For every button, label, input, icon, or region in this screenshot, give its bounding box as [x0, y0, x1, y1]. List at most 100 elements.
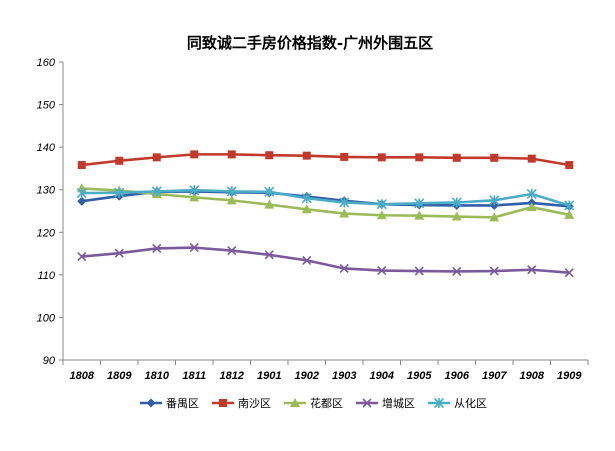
legend-label: 增城区 [382, 396, 415, 410]
y-tick-label: 130 [37, 185, 56, 197]
data-point [414, 198, 425, 209]
data-point [415, 153, 424, 162]
data-point [490, 153, 499, 162]
x-tick-label: 1909 [557, 370, 582, 382]
series-line [81, 246, 570, 275]
data-point [414, 210, 425, 220]
legend-marker [433, 397, 445, 409]
data-point [489, 266, 499, 276]
data-point [189, 185, 200, 196]
series-line [81, 153, 570, 167]
legend-label: 南沙区 [238, 397, 271, 410]
axes: 90 100 110 120 130 140 150 160 1808 1809 1810 1811 1… [37, 57, 589, 382]
data-point [452, 153, 461, 162]
data-point [339, 263, 349, 274]
data-point [527, 154, 536, 163]
data-point [414, 266, 424, 276]
x-tick-label: 1906 [445, 370, 470, 382]
data-point [376, 199, 387, 210]
data-point [339, 197, 350, 208]
legend-item: 从化区 [428, 396, 487, 410]
data-point [77, 251, 87, 262]
legend-marker [290, 398, 300, 407]
y-tick-label: 110 [37, 270, 55, 282]
data-point [564, 200, 575, 211]
x-tick-label: 1809 [107, 370, 132, 382]
data-point [339, 208, 350, 218]
y-tick-label: 140 [37, 142, 56, 154]
data-point [377, 266, 387, 276]
legend-marker [146, 398, 156, 408]
series-line [81, 187, 570, 219]
data-point [115, 156, 124, 165]
data-point [376, 210, 387, 220]
data-point [302, 255, 312, 265]
x-tick-label: 1902 [295, 370, 319, 382]
data-point [340, 152, 349, 161]
data-point [226, 195, 237, 205]
data-point [152, 243, 162, 254]
data-point [565, 161, 574, 170]
chart-title: 同致诚二手房价格指数-广州外围五区 [187, 34, 433, 52]
data-point [189, 243, 199, 253]
data-point [564, 209, 575, 219]
data-point [451, 211, 462, 221]
y-tick-label: 150 [37, 100, 56, 112]
legend-marker [362, 398, 372, 408]
y-tick-label: 90 [43, 355, 56, 367]
x-tick-label: 1811 [182, 370, 206, 382]
data-point [152, 153, 161, 162]
data-point [190, 150, 199, 159]
x-tick-label: 1812 [220, 370, 244, 382]
data-point [526, 188, 537, 200]
legend-marker [219, 399, 227, 407]
y-tick-label: 120 [37, 227, 56, 239]
y-tick-label: 160 [37, 57, 56, 69]
x-tick-label: 1903 [332, 370, 356, 382]
series-2 [77, 150, 574, 170]
data-point [527, 265, 537, 275]
data-point [302, 151, 311, 160]
x-tick-label: 1810 [145, 370, 170, 382]
data-point [189, 192, 200, 202]
series-4 [77, 243, 574, 278]
legend-item: 南沙区 [212, 397, 271, 410]
legend-item: 番禺区 [140, 397, 199, 410]
data-point [489, 212, 500, 222]
data-point [77, 196, 87, 206]
data-point [526, 202, 537, 212]
data-point [114, 248, 124, 258]
series-line [81, 188, 570, 207]
data-point [265, 151, 274, 160]
x-tick-label: 1907 [482, 370, 507, 382]
data-point [114, 187, 125, 198]
legend-label: 花都区 [310, 397, 343, 410]
legend-label: 从化区 [454, 396, 487, 410]
data-point [451, 197, 462, 208]
data-point [301, 204, 312, 214]
series-3 [76, 183, 575, 222]
series-5 [76, 185, 575, 211]
data-point [151, 186, 162, 197]
x-tick-label: 1901 [257, 370, 281, 382]
series-layer [76, 150, 575, 278]
data-point [564, 268, 574, 278]
data-point [77, 161, 86, 170]
data-point [227, 150, 236, 159]
data-point [301, 193, 312, 204]
data-point [226, 186, 237, 197]
data-point [489, 195, 500, 206]
data-point [227, 246, 237, 256]
legend-item: 花都区 [284, 397, 343, 410]
y-tick-label: 100 [37, 312, 56, 324]
data-point [264, 199, 275, 209]
data-point [76, 188, 87, 199]
data-point [377, 153, 386, 162]
x-tick-label: 1908 [520, 370, 545, 382]
data-point [264, 186, 275, 197]
x-tick-label: 1808 [70, 370, 95, 382]
data-point [264, 250, 274, 260]
legend: 番禺区 南沙区 花都区 增城区 从化区 [140, 396, 487, 410]
legend-item: 增城区 [356, 396, 415, 410]
